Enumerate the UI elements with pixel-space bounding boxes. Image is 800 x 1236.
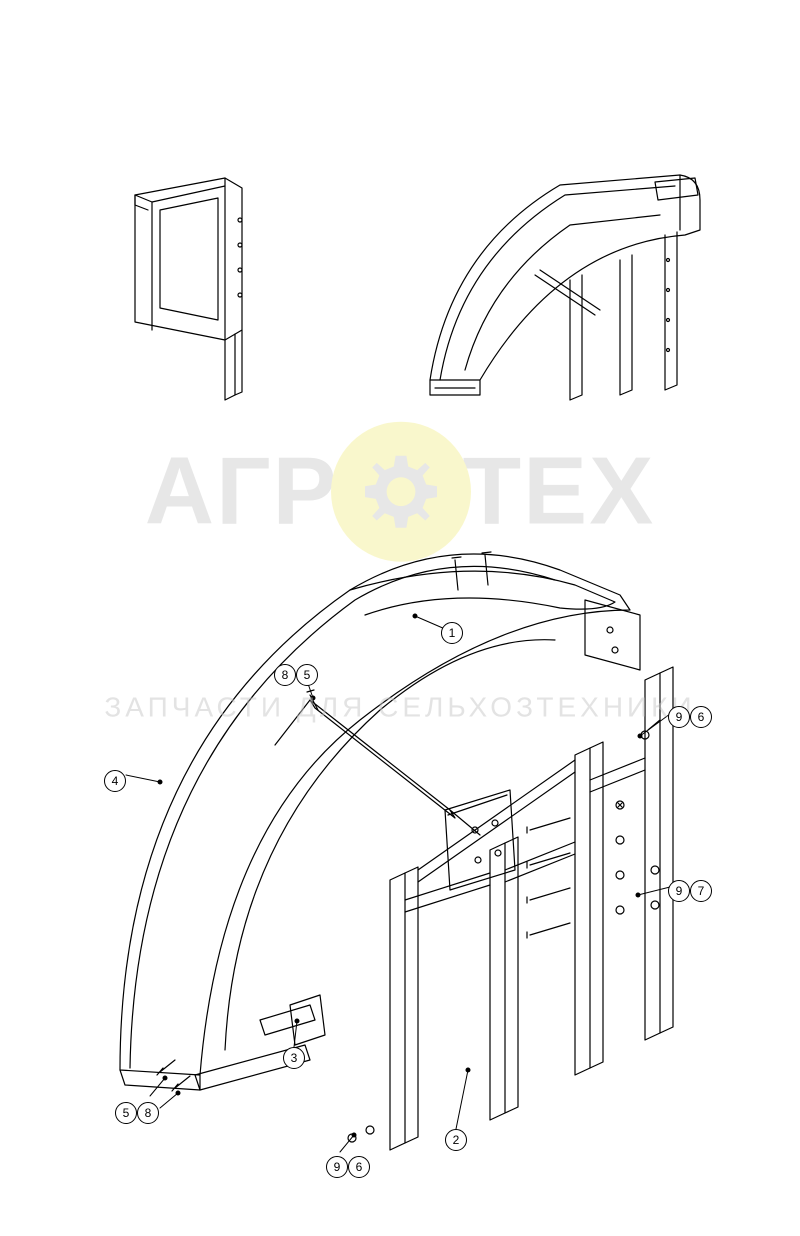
callout-4: 4: [104, 770, 126, 792]
callout-number: 7: [690, 880, 712, 902]
technical-drawing: [0, 0, 800, 1236]
diagram-container: АГР ТЕХ ЗАПЧАСТИ ДЛЯ СЕЛЬХОЗТЕХНИКИ 1 2 …: [0, 0, 800, 1236]
callout-number: 5: [115, 1102, 137, 1124]
callout-2: 2: [445, 1129, 467, 1151]
callout-number: 5: [296, 664, 318, 686]
callout-number: 6: [348, 1156, 370, 1178]
callout-number: 1: [441, 622, 463, 644]
callout-number: 9: [668, 880, 690, 902]
callout-number: 9: [326, 1156, 348, 1178]
callout-9-6-top: 9 6: [668, 706, 712, 728]
callout-5-8: 5 8: [115, 1102, 159, 1124]
bolts-right-side: [527, 801, 659, 938]
callout-number: 4: [104, 770, 126, 792]
callout-9-6-bottom: 9 6: [326, 1156, 370, 1178]
callout-9-7: 9 7: [668, 880, 712, 902]
callout-1: 1: [441, 622, 463, 644]
callout-number: 8: [274, 664, 296, 686]
callout-number: 9: [668, 706, 690, 728]
callout-number: 6: [690, 706, 712, 728]
callout-8-5: 8 5: [274, 664, 318, 686]
callout-3: 3: [283, 1047, 305, 1069]
bolts-bottom-left: [157, 1060, 190, 1091]
part-top-left: [135, 178, 242, 400]
callout-number: 8: [137, 1102, 159, 1124]
part-main-assembly: [120, 552, 673, 1150]
callout-number: 3: [283, 1047, 305, 1069]
callout-number: 2: [445, 1129, 467, 1151]
part-top-right: [430, 175, 700, 400]
